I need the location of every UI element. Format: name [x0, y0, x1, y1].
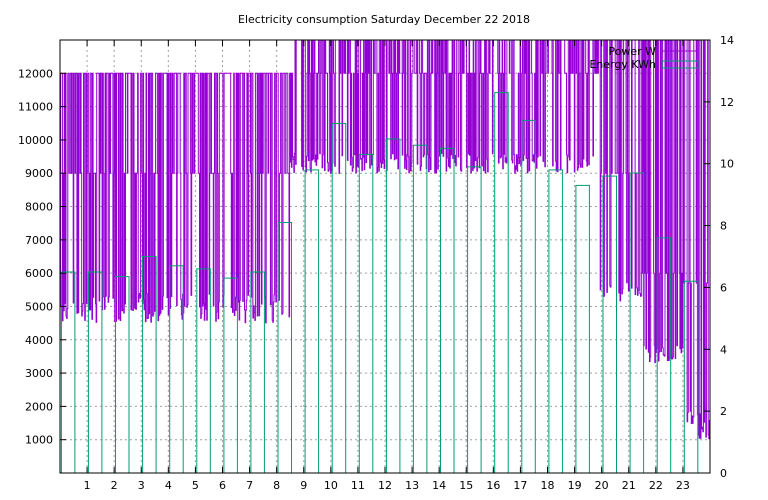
x-tick-label: 10 — [324, 479, 338, 492]
y-tick-label: 3000 — [25, 367, 53, 380]
x-tick-label: 1 — [84, 479, 91, 492]
y-tick-label: 11000 — [18, 101, 53, 114]
x-tick-label: 8 — [273, 479, 280, 492]
y-tick-label: 7000 — [25, 234, 53, 247]
x-tick-label: 19 — [568, 479, 582, 492]
energy-bar — [385, 138, 401, 473]
energy-bar — [358, 153, 374, 473]
energy-bar — [115, 276, 130, 473]
y2-tick-label: 12 — [720, 96, 734, 109]
energy-bar — [196, 268, 211, 473]
y-tick-label: 2000 — [25, 400, 53, 413]
energy-bar — [440, 147, 455, 473]
y-tick-label: 1000 — [25, 434, 53, 447]
energy-bar — [602, 175, 617, 473]
x-tick-label: 22 — [649, 479, 663, 492]
y-tick-label: 12000 — [18, 67, 53, 80]
energy-bar — [521, 119, 536, 473]
x-tick-label: 23 — [676, 479, 690, 492]
energy-bar — [656, 237, 672, 473]
y-tick-label: 6000 — [25, 267, 53, 280]
y2-tick-label: 6 — [720, 281, 727, 294]
energy-bar — [575, 184, 590, 473]
x-tick-label: 6 — [219, 479, 226, 492]
energy-bar — [142, 256, 157, 473]
legend-label-energy: Energy KWh — [589, 58, 656, 71]
y2-tick-label: 14 — [720, 34, 734, 47]
energy-bar — [250, 271, 265, 473]
tick-layer: 1 2 3 4 5 6 7 8 9 10 11 12 13 14 15 16 17 18 19 20 21 22 23100… — [18, 34, 734, 492]
y-tick-label: 5000 — [25, 300, 53, 313]
energy-bar — [304, 169, 320, 473]
y-tick-label: 4000 — [25, 334, 53, 347]
x-tick-label: 14 — [432, 479, 446, 492]
energy-bar — [60, 271, 76, 473]
x-tick-label: 15 — [459, 479, 473, 492]
y2-tick-label: 2 — [720, 405, 727, 418]
x-tick-label: 17 — [513, 479, 527, 492]
x-tick-label: 18 — [541, 479, 555, 492]
energy-bar — [331, 123, 347, 473]
legend: Power W Energy KWh — [589, 45, 699, 71]
x-tick-label: 20 — [595, 479, 609, 492]
y-tick-label: 10000 — [18, 134, 53, 147]
energy-bar — [548, 169, 563, 473]
y-tick-label: 8000 — [25, 201, 53, 214]
legend-label-power: Power W — [608, 45, 656, 58]
energy-bar — [412, 144, 428, 473]
energy-bar — [629, 172, 645, 473]
x-tick-label: 3 — [138, 479, 145, 492]
x-tick-label: 2 — [111, 479, 118, 492]
power-trace — [60, 40, 710, 440]
y2-tick-label: 0 — [720, 467, 727, 480]
x-tick-label: 16 — [486, 479, 500, 492]
x-tick-label: 9 — [300, 479, 307, 492]
x-tick-label: 4 — [165, 479, 172, 492]
y-tick-label: 9000 — [25, 167, 53, 180]
y2-tick-label: 10 — [720, 158, 734, 171]
energy-bar — [467, 166, 482, 473]
y2-tick-label: 4 — [720, 343, 727, 356]
x-tick-label: 13 — [405, 479, 419, 492]
y2-tick-label: 8 — [720, 220, 727, 233]
x-tick-label: 21 — [622, 479, 636, 492]
energy-bar — [683, 280, 699, 473]
chart-title: Electricity consumption Saturday Decembe… — [238, 13, 530, 26]
x-tick-label: 7 — [246, 479, 253, 492]
energy-bar — [223, 277, 238, 473]
energy-bar — [277, 222, 292, 473]
x-tick-label: 12 — [378, 479, 392, 492]
x-tick-label: 5 — [192, 479, 199, 492]
power-series — [60, 40, 710, 440]
x-tick-label: 11 — [351, 479, 365, 492]
legend-swatch-energy — [661, 60, 699, 69]
energy-bar — [87, 271, 103, 473]
